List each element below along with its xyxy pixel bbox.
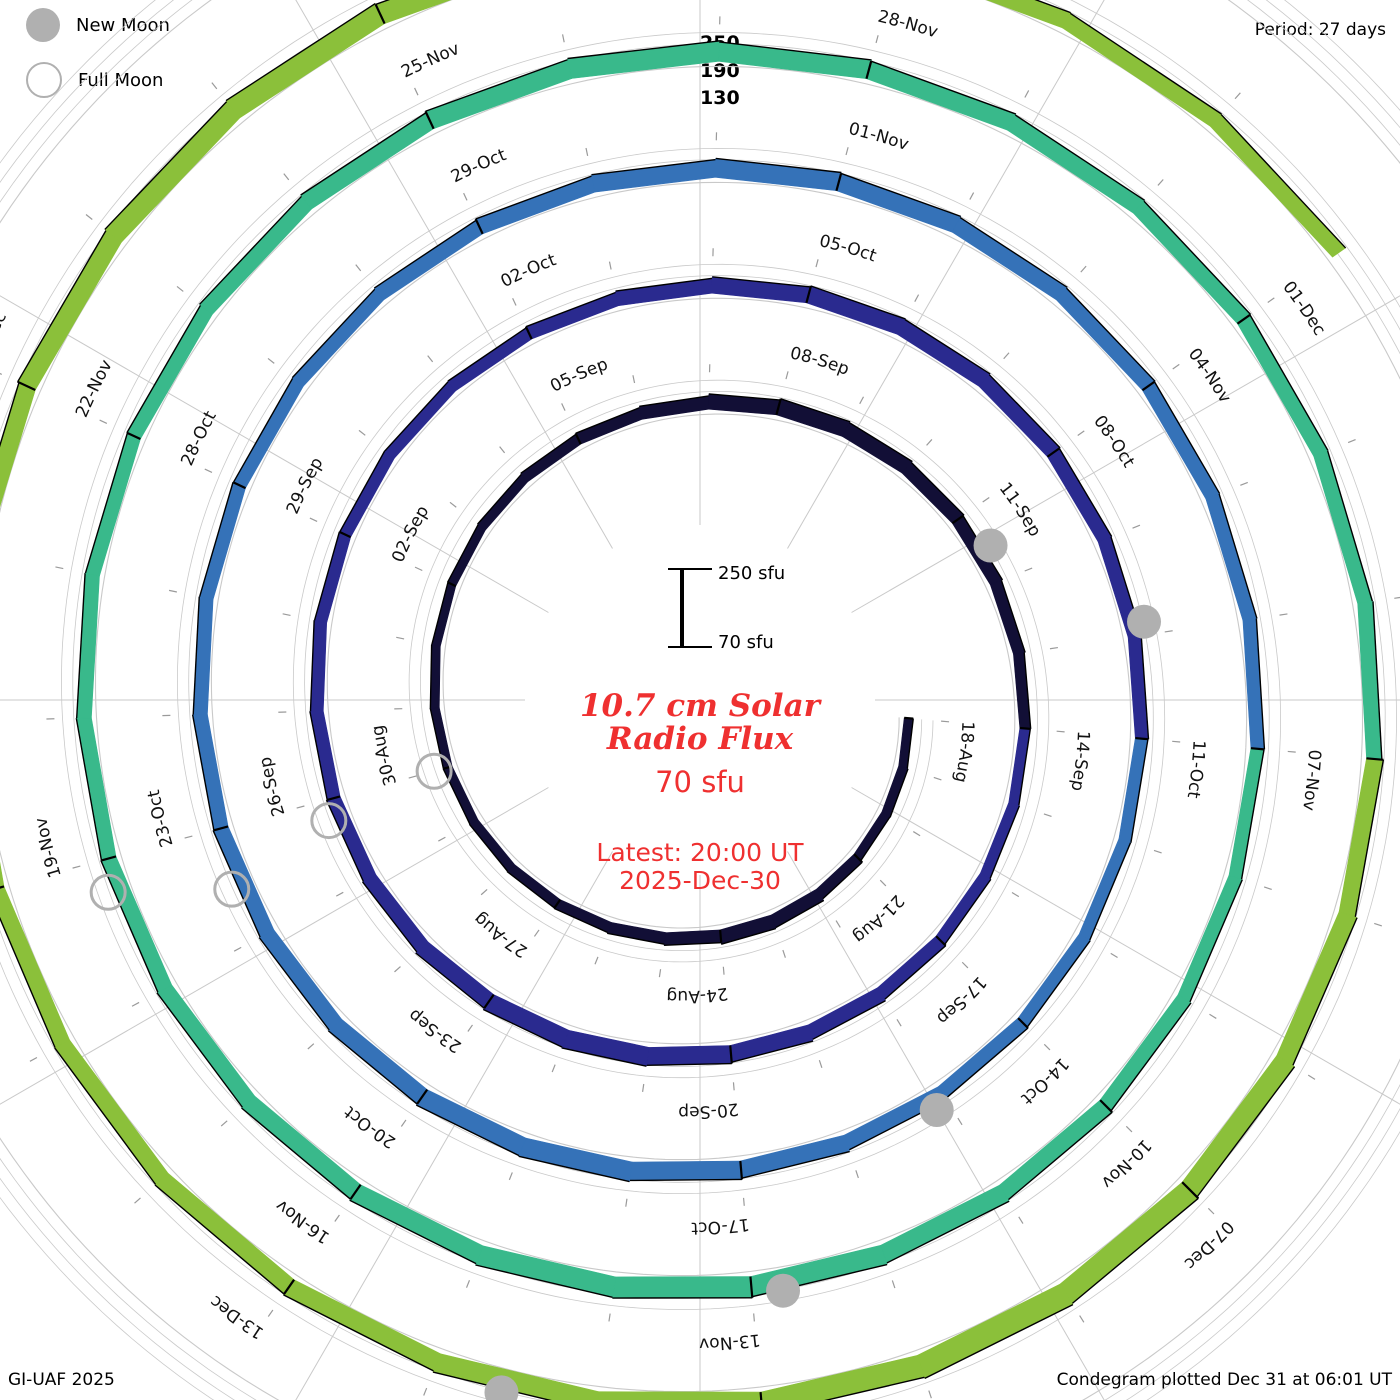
chart-title-line2: Radio Flux xyxy=(606,721,794,758)
date-label: 11-Sep xyxy=(995,479,1045,540)
date-label: 14-Oct xyxy=(1017,1053,1073,1108)
date-label: 21-Aug xyxy=(849,891,908,947)
date-label: 05-Oct xyxy=(817,231,879,266)
date-label: 28-Nov xyxy=(876,7,940,43)
date-label: 01-Nov xyxy=(847,119,912,155)
filled-circle-icon xyxy=(26,8,60,42)
date-label: 22-Nov xyxy=(72,357,117,421)
scale-key-bottom-label: 70 sfu xyxy=(718,632,774,653)
date-label: 23-Sep xyxy=(405,1005,466,1057)
date-label: 20-Oct xyxy=(340,1101,399,1151)
date-label: 28-Oct xyxy=(177,408,220,469)
moon-markers xyxy=(89,528,1162,1400)
date-label: 02-Sep xyxy=(388,502,433,565)
credit-label: GI-UAF 2025 xyxy=(8,1370,115,1390)
radial-scale-value-190: 190 xyxy=(700,59,740,82)
plotted-label: Condegram plotted Dec 31 at 06:01 UT xyxy=(1056,1370,1392,1390)
date-label: 13-Nov xyxy=(699,1329,762,1353)
date-label: 08-Oct xyxy=(1089,412,1138,472)
latest-date: 2025-Dec-30 xyxy=(619,865,781,895)
date-label: 19-Dec xyxy=(0,309,11,373)
date-label: 04-Nov xyxy=(1184,345,1235,407)
open-circle-icon xyxy=(26,62,62,98)
date-label: 10-Nov xyxy=(1097,1135,1155,1192)
date-label: 11-Oct xyxy=(1183,740,1209,800)
date-label: 29-Oct xyxy=(448,145,509,187)
date-label: 17-Sep xyxy=(933,972,991,1028)
baseline-value: 70 sfu xyxy=(655,764,745,799)
date-label: 13-Dec xyxy=(206,1291,267,1343)
date-label: 24-Aug xyxy=(666,983,729,1006)
latest-time: Latest: 20:00 UT xyxy=(596,837,804,867)
date-label: 07-Dec xyxy=(1180,1216,1238,1273)
date-label: 08-Sep xyxy=(788,343,852,379)
date-label: 02-Oct xyxy=(498,250,560,292)
scale-key xyxy=(668,568,712,648)
date-label: 23-Oct xyxy=(144,788,178,850)
date-label: 14-Sep xyxy=(1066,730,1093,792)
scale-key-top-label: 250 sfu xyxy=(718,563,786,584)
date-label: 05-Sep xyxy=(547,354,610,396)
date-label: 20-Sep xyxy=(678,1098,740,1122)
date-label: 26-Sep xyxy=(256,755,290,818)
legend-new-moon-label: New Moon xyxy=(76,14,170,36)
date-label: 19-Nov xyxy=(31,816,65,880)
chart-title-line1: 10.7 cm Solar xyxy=(579,688,821,724)
legend-full-moon: Full Moon xyxy=(26,62,163,98)
date-label: 07-Nov xyxy=(1298,749,1324,812)
legend-new-moon: New Moon xyxy=(26,8,170,42)
center-annotation: 10.7 cm Solar Radio Flux 70 sfu Latest: … xyxy=(555,688,845,895)
date-label: 30-Aug xyxy=(368,724,401,788)
date-label: 18-Aug xyxy=(950,721,978,785)
date-label: 17-Oct xyxy=(691,1214,751,1238)
radial-scale-value-130: 130 xyxy=(700,87,740,110)
legend-full-moon-label: Full Moon xyxy=(78,69,164,91)
date-label: 27-Aug xyxy=(470,908,531,961)
date-label: 16-Nov xyxy=(272,1195,333,1247)
date-label: 01-Dec xyxy=(1278,278,1329,340)
date-label: 25-Nov xyxy=(398,39,462,82)
